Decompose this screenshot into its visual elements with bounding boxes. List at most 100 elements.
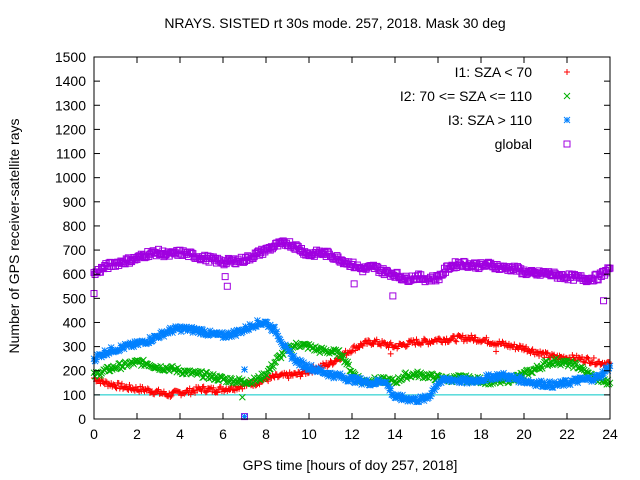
point-i3 [546, 378, 554, 385]
point-i2 [272, 358, 280, 366]
point-i1 [590, 354, 597, 361]
y-tick-label: 1200 [55, 121, 86, 137]
y-tick-label: 600 [63, 266, 87, 282]
point-i1 [373, 336, 380, 343]
y-tick-label: 100 [63, 387, 87, 403]
point-i2 [263, 371, 271, 379]
point-i1 [144, 385, 151, 392]
point-i2 [144, 360, 152, 368]
point-i3 [387, 385, 395, 392]
outlier-point [387, 350, 394, 357]
legend: I1: SZA < 70 I2: 70 <= SZA <= 110 I3: SZ… [400, 64, 571, 152]
point-i1 [584, 354, 591, 361]
point-i2 [340, 352, 347, 359]
point-i3 [574, 379, 582, 387]
point-i1 [102, 378, 109, 385]
point-i1 [198, 388, 205, 395]
series-global [90, 237, 614, 286]
y-tick-label: 500 [63, 290, 87, 306]
point-i1 [433, 338, 440, 345]
series-i1 [91, 332, 613, 400]
point-global [601, 271, 609, 279]
point-i1 [472, 334, 479, 341]
y-tick-label: 300 [63, 339, 87, 355]
point-i1 [443, 335, 450, 342]
x-tick-label: 20 [516, 426, 532, 442]
point-i1 [186, 385, 193, 392]
point-i2 [105, 367, 113, 375]
point-i2 [538, 365, 546, 372]
x-tick-label: 10 [301, 426, 317, 442]
legend-label-i2: I2: 70 <= SZA <= 110 [400, 88, 532, 104]
chart-title: NRAYS. SISTED rt 30s mode. 257, 2018. Ma… [164, 15, 505, 31]
point-global [333, 252, 341, 260]
point-i2 [548, 361, 556, 368]
y-tick-label: 200 [63, 363, 87, 379]
point-i1 [168, 392, 175, 399]
point-i1 [359, 342, 366, 349]
point-i1 [285, 375, 292, 382]
data-marks [90, 237, 614, 421]
y-axis-label: Number of GPS receiver-satellite rays [6, 119, 22, 354]
outlier-point [493, 348, 500, 355]
legend-marker-i1 [564, 69, 570, 75]
point-i1 [436, 335, 443, 342]
y-tick-label: 1000 [55, 170, 86, 186]
series-i3 [90, 317, 614, 406]
point-i1 [525, 346, 532, 353]
point-i1 [123, 383, 130, 390]
point-i2 [207, 374, 215, 382]
point-i1 [349, 348, 355, 355]
point-i1 [118, 380, 125, 387]
point-i2 [257, 376, 264, 383]
x-tick-label: 24 [602, 426, 618, 442]
point-i1 [459, 332, 466, 339]
x-tick-label: 22 [559, 426, 575, 442]
point-i1 [325, 362, 332, 369]
outlier-point [350, 280, 358, 288]
point-i2 [242, 380, 249, 388]
point-i1 [203, 388, 210, 395]
y-tick-label: 0 [78, 411, 86, 427]
point-i1 [210, 384, 217, 391]
point-i2 [345, 361, 353, 369]
x-tick-label: 12 [344, 426, 360, 442]
point-i1 [376, 341, 383, 348]
point-i1 [155, 386, 162, 393]
point-i3 [273, 328, 281, 336]
y-tick-label: 700 [63, 242, 87, 258]
point-i1 [145, 386, 152, 393]
point-i1 [529, 346, 536, 353]
point-i1 [381, 339, 388, 346]
point-i1 [202, 389, 209, 396]
point-i1 [329, 361, 336, 368]
x-tick-label: 18 [473, 426, 489, 442]
axis-ticks: 0 2 4 6 8 10 12 14 16 18 20 22 240100200300400500600… [55, 49, 618, 442]
point-i1 [579, 354, 586, 361]
point-i2 [571, 359, 578, 367]
outlier-point [221, 273, 229, 281]
point-i3 [156, 333, 163, 341]
point-i1 [112, 384, 119, 391]
x-tick-label: 2 [133, 426, 141, 442]
point-i2 [561, 357, 569, 365]
legend-label-i3: I3: SZA > 110 [448, 112, 532, 128]
point-i2 [566, 358, 574, 366]
point-i1 [544, 349, 551, 356]
legend-marker-global [563, 140, 571, 148]
point-i2 [199, 374, 206, 382]
point-i2 [277, 354, 285, 362]
point-i1 [582, 359, 589, 366]
point-i2 [574, 364, 582, 372]
point-i1 [347, 349, 354, 356]
y-tick-label: 1500 [55, 49, 86, 65]
outlier-point [600, 297, 608, 305]
x-tick-label: 0 [90, 426, 98, 442]
point-i1 [364, 340, 371, 347]
point-i1 [139, 384, 146, 391]
legend-label-global: global [495, 136, 532, 152]
point-i1 [256, 381, 263, 388]
point-i2 [552, 354, 560, 362]
x-tick-label: 16 [430, 426, 446, 442]
x-tick-label: 4 [176, 426, 184, 442]
